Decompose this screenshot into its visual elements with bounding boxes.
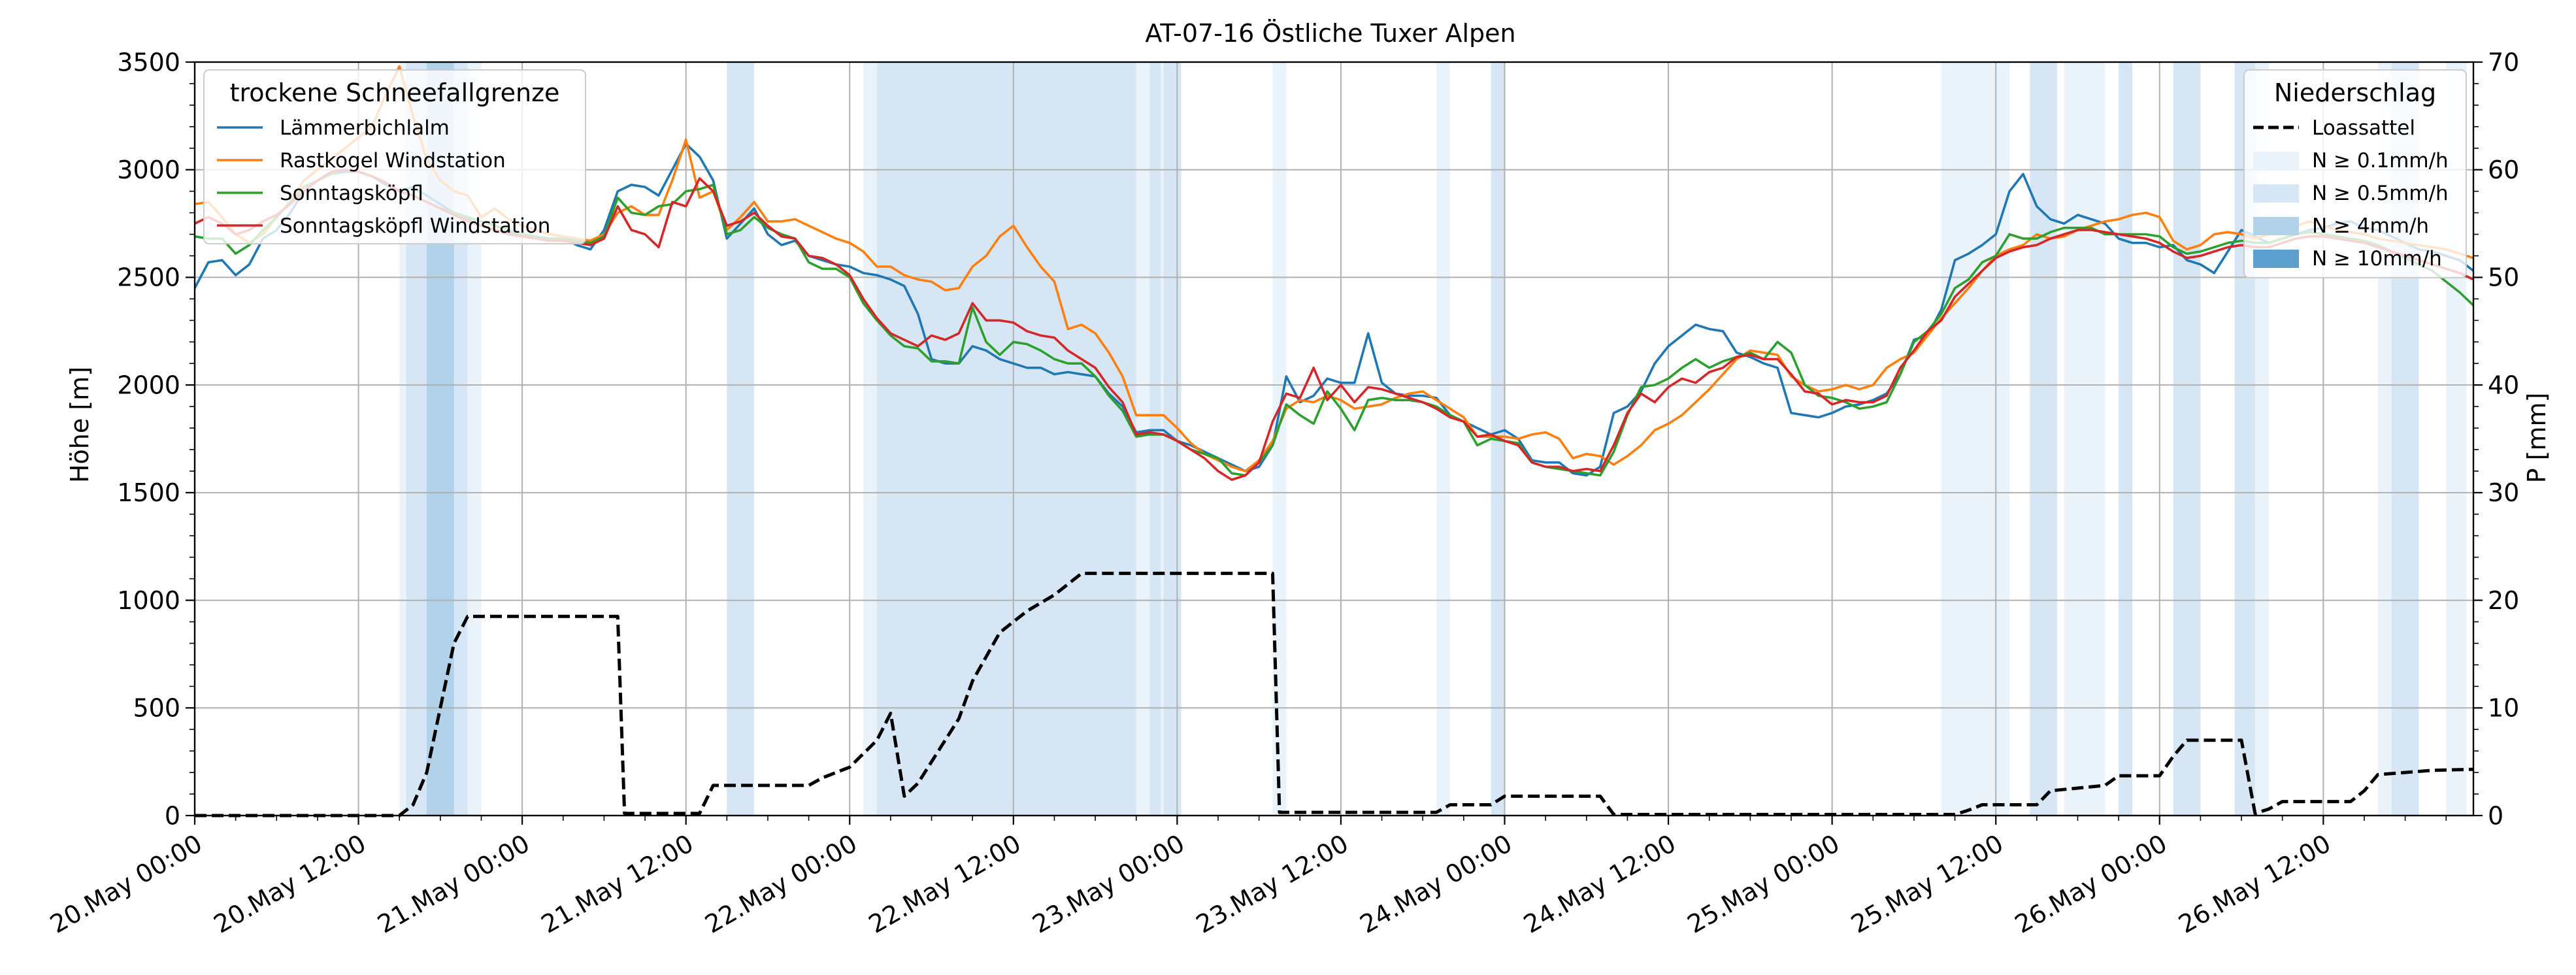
y-tick-label: 0	[165, 801, 180, 830]
y-axis-label: Höhe [m]	[65, 367, 94, 483]
y2-tick-label: 10	[2488, 694, 2519, 723]
legend-entry: Lämmerbichlalm	[280, 116, 450, 140]
y2-tick-label: 30	[2488, 478, 2519, 507]
legend-entry: Rastkogel Windstation	[280, 149, 506, 173]
legend-entry: Sonntagsköpfl	[280, 182, 423, 205]
precipitation-band	[877, 62, 891, 816]
y-tick-label: 1000	[117, 586, 180, 615]
precipitation-band	[1436, 62, 1450, 816]
y-tick-label: 2500	[117, 263, 180, 292]
legend-station-lines: trockene Schneefallgrenze Lämmerbichlalm R…	[203, 69, 586, 244]
legend-entry: N ≥ 10mm/h	[2312, 247, 2442, 271]
precipitation-band	[2030, 62, 2058, 816]
legend-entry: Loassattel	[2312, 116, 2415, 140]
y-tick-label: 3500	[117, 48, 180, 76]
y-tick-label: 1500	[117, 478, 180, 507]
legend-swatch	[2253, 152, 2299, 170]
y2-tick-label: 0	[2488, 801, 2503, 830]
y-tick-label: 500	[133, 694, 180, 723]
y-tick-label: 2000	[117, 371, 180, 399]
chart-title: AT-07-16 Östliche Tuxer Alpen	[1145, 19, 1515, 48]
y2-axis-label: P [mm]	[2522, 393, 2551, 484]
precipitation-band	[2173, 62, 2201, 816]
legend-box	[203, 69, 586, 244]
legend-precipitation: Niederschlag Loassattel N ≥ 0.1mm/h N ≥ 0.5…	[2243, 69, 2467, 278]
precipitation-band	[1272, 62, 1287, 816]
legend-swatch	[2253, 217, 2299, 235]
precipitation-band	[2064, 62, 2105, 816]
precipitation-band	[1149, 62, 1161, 816]
y2-tick-label: 60	[2488, 156, 2519, 184]
legend-entry: N ≥ 4mm/h	[2312, 214, 2429, 238]
precipitation-band	[727, 62, 755, 816]
legend-title: trockene Schneefallgrenze	[230, 78, 560, 107]
legend-entry: N ≥ 0.1mm/h	[2312, 149, 2449, 173]
series-line-4	[195, 571, 2474, 818]
precipitation-band	[2119, 62, 2132, 816]
legend-entry: N ≥ 0.5mm/h	[2312, 182, 2449, 205]
legend-swatch	[2253, 250, 2299, 268]
precipitation-band	[1941, 62, 2010, 816]
legend-box	[2243, 69, 2467, 278]
legend-entry: Sonntagsköpfl Windstation	[280, 214, 550, 238]
y2-tick-label: 50	[2488, 263, 2519, 292]
legend-title: Niederschlag	[2274, 78, 2436, 107]
y2-tick-label: 20	[2488, 586, 2519, 615]
y2-tick-label: 40	[2488, 371, 2519, 399]
y2-tick-label: 70	[2488, 48, 2519, 76]
y-tick-label: 3000	[117, 156, 180, 184]
plot-frame	[193, 61, 2475, 817]
legend-swatch	[2253, 184, 2299, 203]
